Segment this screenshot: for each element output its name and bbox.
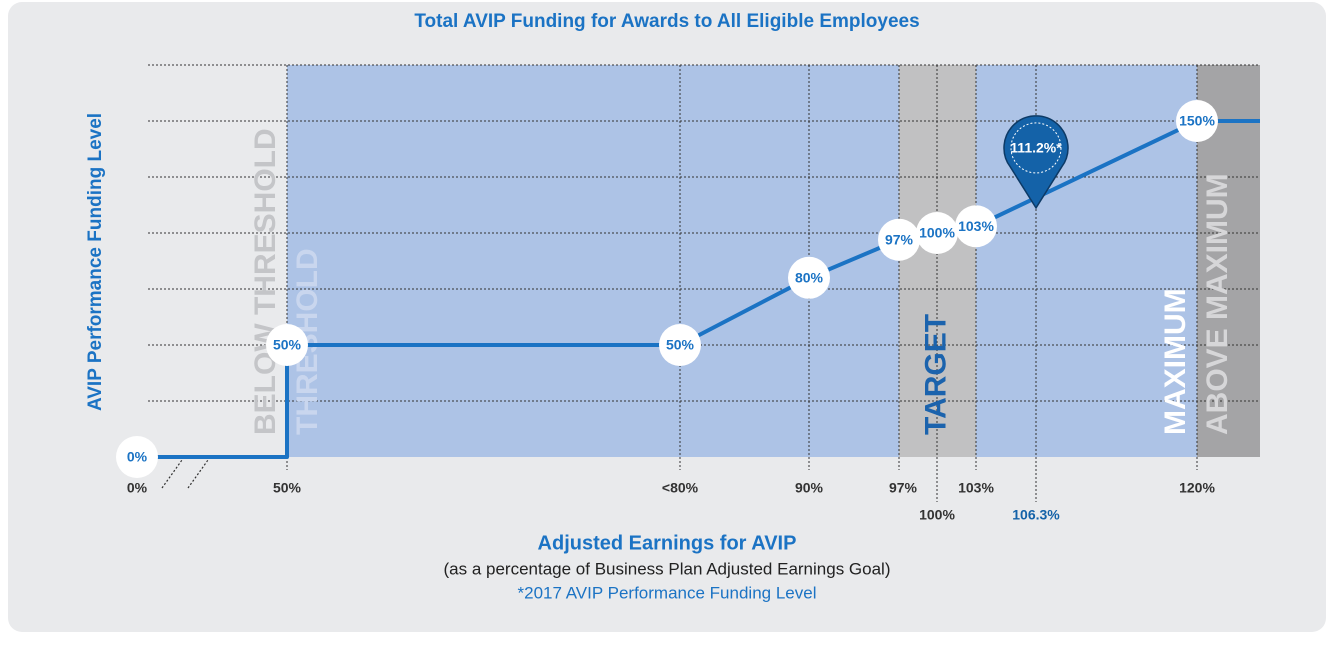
point-label: 150% bbox=[1179, 113, 1215, 129]
bands bbox=[287, 65, 1260, 457]
annotation-ring bbox=[1010, 122, 1062, 174]
point-marker bbox=[955, 205, 997, 248]
y-axis-label: AVIP Performance Funding Level bbox=[85, 113, 106, 411]
axis-break bbox=[187, 459, 209, 489]
chart-title: Total AVIP Funding for Awards to All Eli… bbox=[414, 11, 919, 32]
point-marker bbox=[1176, 100, 1218, 142]
x-tick-label: 0% bbox=[127, 480, 148, 496]
x-axis-label: Adjusted Earnings for AVIP bbox=[538, 532, 797, 554]
band-label: MAXIMUM bbox=[1159, 288, 1192, 435]
x-tick-label: 97% bbox=[889, 480, 918, 496]
annotation-label: 111.2%* bbox=[1010, 140, 1062, 156]
point-label: 80% bbox=[795, 270, 824, 286]
point-marker bbox=[878, 218, 920, 261]
point-label: 0% bbox=[127, 449, 148, 465]
x-tick-label: 106.3% bbox=[1012, 507, 1060, 523]
footnote: *2017 AVIP Performance Funding Level bbox=[518, 583, 817, 602]
point-label: 50% bbox=[273, 337, 302, 353]
point-marker bbox=[788, 256, 830, 299]
plot: 0% 50% 50% 80% 97% 100% 103% 150% 111.2%* bbox=[116, 100, 1260, 478]
annotation-pin bbox=[1003, 115, 1069, 210]
point-label: 100% bbox=[919, 225, 955, 241]
band-label: ABOVE MAXIMUM bbox=[1201, 173, 1234, 435]
grid bbox=[148, 64, 1260, 502]
x-tick-label: 50% bbox=[273, 480, 302, 496]
point-label: 103% bbox=[958, 218, 994, 234]
point-marker bbox=[916, 212, 958, 254]
point-marker bbox=[659, 324, 701, 366]
x-tick-label: 103% bbox=[958, 480, 994, 496]
x-tick-label: 120% bbox=[1179, 480, 1215, 496]
point-label: 97% bbox=[885, 231, 914, 247]
axis-break bbox=[161, 459, 183, 489]
point-marker bbox=[116, 436, 158, 478]
subtitle: (as a percentage of Business Plan Adjust… bbox=[444, 559, 891, 578]
band-label: BELOW THRESHOLD bbox=[249, 128, 282, 435]
x-tick-label: <80% bbox=[662, 480, 699, 496]
point-label: 50% bbox=[666, 337, 695, 353]
x-tick-label: 100% bbox=[919, 507, 955, 523]
point-marker bbox=[266, 324, 308, 366]
band-label: TARGET bbox=[919, 314, 952, 435]
x-tick-label: 90% bbox=[795, 480, 824, 496]
